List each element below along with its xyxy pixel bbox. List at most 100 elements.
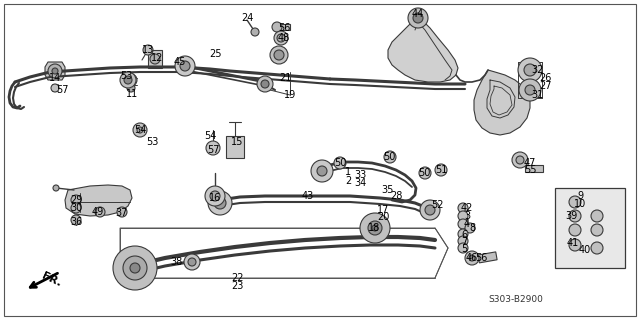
Circle shape: [175, 56, 195, 76]
Text: 11: 11: [126, 89, 138, 99]
Circle shape: [277, 34, 285, 42]
Text: 51: 51: [435, 165, 447, 175]
Text: 4: 4: [464, 219, 470, 229]
Circle shape: [124, 76, 132, 84]
Circle shape: [458, 236, 468, 246]
Circle shape: [71, 203, 81, 213]
Text: 45: 45: [174, 57, 186, 67]
Text: 35: 35: [382, 185, 394, 195]
Circle shape: [591, 224, 603, 236]
Bar: [555, 188, 625, 268]
Text: 17: 17: [377, 205, 389, 215]
Circle shape: [591, 210, 603, 222]
Circle shape: [117, 207, 127, 217]
Text: 43: 43: [302, 191, 314, 201]
Circle shape: [205, 186, 225, 206]
Circle shape: [125, 74, 137, 86]
Circle shape: [123, 256, 147, 280]
Text: 54: 54: [134, 125, 146, 135]
Text: 36: 36: [70, 217, 82, 227]
Circle shape: [465, 223, 475, 233]
Text: 5: 5: [461, 244, 467, 254]
Circle shape: [52, 68, 58, 74]
Circle shape: [458, 219, 468, 229]
Text: 48: 48: [278, 33, 290, 43]
Text: 37: 37: [116, 208, 128, 218]
Bar: [478, 252, 497, 263]
Circle shape: [311, 160, 333, 182]
Circle shape: [150, 54, 160, 64]
Circle shape: [458, 203, 468, 213]
Circle shape: [95, 207, 105, 217]
Bar: [278, 24, 290, 30]
Circle shape: [272, 22, 282, 32]
Bar: [525, 165, 543, 172]
Text: 20: 20: [377, 212, 389, 222]
Text: 6: 6: [461, 230, 467, 240]
Text: 56: 56: [475, 253, 487, 263]
Text: 12: 12: [151, 53, 163, 63]
Circle shape: [525, 85, 535, 95]
Text: 41: 41: [567, 238, 579, 248]
Circle shape: [360, 213, 390, 243]
Circle shape: [188, 258, 196, 266]
Text: 50: 50: [334, 158, 346, 168]
Circle shape: [524, 64, 536, 76]
Circle shape: [413, 13, 423, 23]
Circle shape: [591, 242, 603, 254]
Text: 28: 28: [390, 191, 402, 201]
Text: 26: 26: [539, 73, 551, 83]
Circle shape: [458, 211, 468, 221]
Text: 57: 57: [207, 145, 220, 155]
Polygon shape: [45, 62, 65, 80]
Circle shape: [270, 46, 288, 64]
Text: 14: 14: [49, 73, 61, 83]
Text: 22: 22: [231, 273, 243, 283]
Circle shape: [143, 45, 153, 55]
Text: 44: 44: [412, 9, 424, 19]
Text: 33: 33: [354, 170, 366, 180]
Text: 1: 1: [345, 167, 351, 177]
Text: 42: 42: [461, 203, 473, 213]
Circle shape: [419, 167, 431, 179]
Bar: [148, 50, 162, 68]
Circle shape: [51, 84, 59, 92]
Circle shape: [210, 191, 220, 201]
Text: 46: 46: [466, 253, 478, 263]
Circle shape: [317, 166, 327, 176]
Circle shape: [130, 263, 140, 273]
Circle shape: [184, 254, 200, 270]
Circle shape: [251, 28, 259, 36]
Text: 29: 29: [70, 195, 82, 205]
Text: 13: 13: [142, 45, 154, 55]
Circle shape: [512, 152, 528, 168]
Text: 52: 52: [431, 200, 444, 210]
Text: 19: 19: [284, 90, 296, 100]
Bar: [226, 136, 244, 158]
Circle shape: [334, 157, 346, 169]
Text: 54: 54: [204, 131, 216, 141]
Circle shape: [206, 141, 220, 155]
Text: 32: 32: [531, 65, 543, 75]
Text: 39: 39: [565, 211, 577, 221]
Circle shape: [458, 229, 468, 239]
Circle shape: [127, 84, 135, 92]
Text: 25: 25: [209, 49, 221, 59]
Circle shape: [261, 80, 269, 88]
Circle shape: [469, 255, 475, 261]
Circle shape: [137, 127, 143, 133]
Polygon shape: [474, 70, 530, 135]
Circle shape: [569, 196, 581, 208]
Circle shape: [435, 164, 447, 176]
Text: 23: 23: [231, 281, 243, 291]
Text: 27: 27: [539, 81, 551, 91]
Circle shape: [53, 185, 59, 191]
Text: 16: 16: [209, 193, 221, 203]
Circle shape: [274, 50, 284, 60]
Text: 53: 53: [146, 137, 158, 147]
Circle shape: [384, 151, 396, 163]
Circle shape: [274, 31, 288, 45]
Text: 21: 21: [279, 73, 291, 83]
Circle shape: [71, 195, 81, 205]
Text: 47: 47: [524, 158, 536, 168]
